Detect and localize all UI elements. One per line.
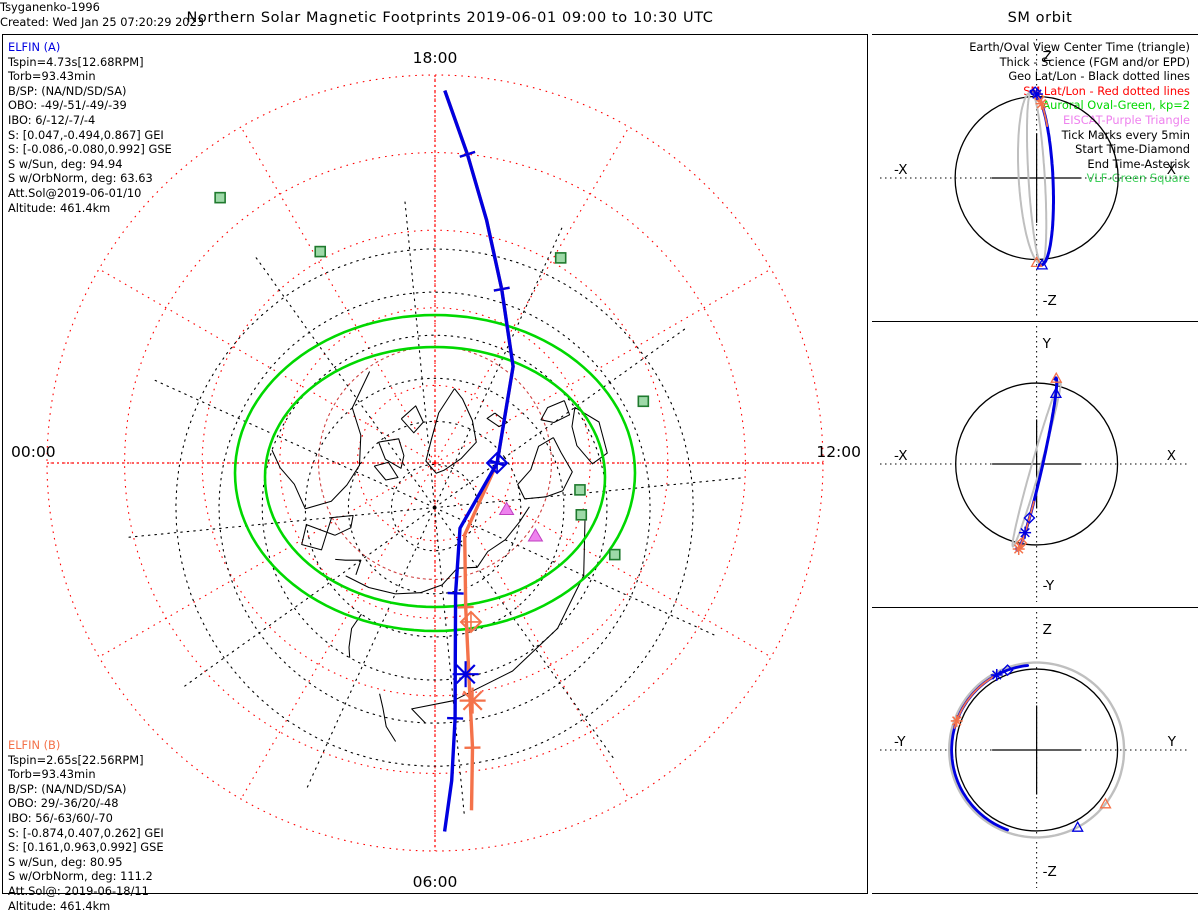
info-line: S w/OrbNorm, deg: 63.63 bbox=[8, 171, 172, 186]
orbit-panel-yz: -Y Y Z -Z bbox=[872, 608, 1198, 894]
info-line: IBO: 6/-12/-7/-4 bbox=[8, 113, 172, 128]
axis-label-bottom: -Y bbox=[1043, 578, 1055, 594]
mlt-label-bottom: 06:00 bbox=[413, 873, 458, 891]
info-line: OBO: -49/-51/-49/-39 bbox=[8, 98, 172, 113]
axis-label-bottom: -Z bbox=[1043, 864, 1057, 880]
spacecraft-name: ELFIN (A) bbox=[8, 40, 172, 55]
axis-label-top: Z bbox=[1043, 622, 1052, 638]
info-line: B/SP: (NA/ND/SD/SA) bbox=[8, 782, 164, 797]
sm-orbit-column: -X X Z -Z -X X Y -Y -Y Y Z -Z bbox=[872, 34, 1198, 894]
orbit-panel-xz: -X X Z -Z bbox=[872, 34, 1198, 322]
axis-label-right: X bbox=[1167, 162, 1176, 178]
axis-label-top: Z bbox=[1043, 49, 1052, 65]
info-line: S: [-0.086,-0.080,0.992] GSE bbox=[8, 142, 172, 157]
page-title: Northern Solar Magnetic Footprints 2019-… bbox=[0, 10, 900, 26]
orbit-panel-xy: -X X Y -Y bbox=[872, 322, 1198, 608]
orbit-xy-graphics: -X X Y -Y bbox=[872, 322, 1198, 606]
info-line: S: [0.047,-0.494,0.867] GEI bbox=[8, 128, 172, 143]
axis-label-bottom: -Z bbox=[1043, 293, 1057, 309]
info-line: IBO: 56/-63/60/-70 bbox=[8, 811, 164, 826]
axis-label-left: -X bbox=[894, 448, 907, 464]
spacecraft-name: ELFIN (B) bbox=[8, 738, 164, 753]
info-line: Tspin=4.73s[12.68RPM] bbox=[8, 55, 172, 70]
info-line: S: [0.161,0.963,0.992] GSE bbox=[8, 840, 164, 855]
orbit-panel-title: SM orbit bbox=[880, 10, 1200, 26]
info-line: Torb=93.43min bbox=[8, 69, 172, 84]
axis-label-right: Y bbox=[1167, 734, 1177, 750]
axis-label-left: -Y bbox=[894, 734, 906, 750]
info-line: Altitude: 461.4km bbox=[8, 899, 164, 913]
info-line: Tspin=2.65s[22.56RPM] bbox=[8, 753, 164, 768]
axis-label-right: X bbox=[1167, 448, 1176, 464]
info-line: S w/Sun, deg: 80.95 bbox=[8, 855, 164, 870]
info-line: S w/Sun, deg: 94.94 bbox=[8, 157, 172, 172]
mlt-label-top: 18:00 bbox=[413, 49, 458, 67]
info-line: B/SP: (NA/ND/SD/SA) bbox=[8, 84, 172, 99]
mlt-label-right: 12:00 bbox=[816, 443, 861, 461]
info-line: S w/OrbNorm, deg: 111.2 bbox=[8, 869, 164, 884]
info-line: Att.Sol@: 2019-06-18/11 bbox=[8, 884, 164, 899]
info-line: Att.Sol@2019-06-01/10 bbox=[8, 186, 172, 201]
mlt-label-left: 00:00 bbox=[11, 443, 56, 461]
axis-label-left: -X bbox=[894, 162, 907, 178]
orbit-yz-graphics: -Y Y Z -Z bbox=[872, 608, 1198, 892]
orbit-xz-graphics: -X X Z -Z bbox=[872, 35, 1198, 321]
elfin-a-info: ELFIN (A)Tspin=4.73s[12.68RPM]Torb=93.43… bbox=[8, 40, 172, 215]
info-line: Torb=93.43min bbox=[8, 767, 164, 782]
elfin-b-info: ELFIN (B)Tspin=2.65s[22.56RPM]Torb=93.43… bbox=[8, 738, 164, 913]
info-line: Altitude: 461.4km bbox=[8, 201, 172, 216]
axis-label-top: Y bbox=[1042, 336, 1052, 352]
info-line: S: [-0.874,0.407,0.262] GEI bbox=[8, 826, 164, 841]
info-line: OBO: 29/-36/20/-48 bbox=[8, 796, 164, 811]
